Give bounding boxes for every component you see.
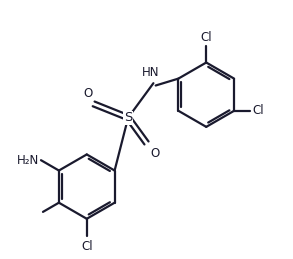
Text: O: O [84, 87, 93, 100]
Text: HN: HN [142, 66, 160, 79]
Text: O: O [150, 147, 159, 160]
Text: S: S [124, 111, 132, 124]
Text: Cl: Cl [200, 31, 212, 44]
Text: H₂N: H₂N [16, 154, 39, 167]
Text: Cl: Cl [253, 104, 264, 117]
Text: Cl: Cl [81, 240, 93, 253]
